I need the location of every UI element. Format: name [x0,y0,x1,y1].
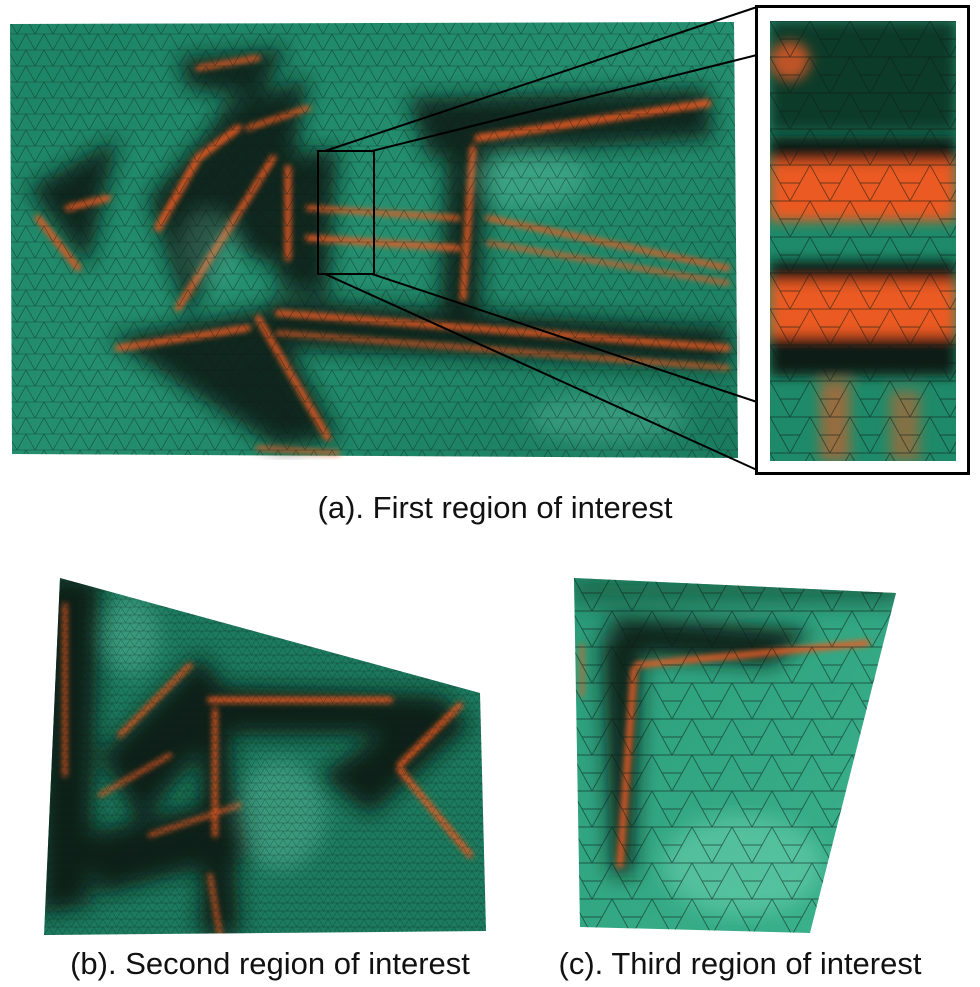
terrain-render-a [10,22,738,458]
panel-a-terrain-mesh [8,18,740,460]
panel-b-terrain-mesh [40,575,490,937]
panel-c-terrain-mesh [572,575,902,937]
zoom-inset-render [770,21,956,461]
caption-c: (c). Third region of interest [558,946,922,981]
terrain-render-b [44,578,486,935]
caption-a: (a). First region of interest [317,490,673,525]
caption-b: (b). Second region of interest [70,946,470,981]
zoom-inset-frame [755,5,970,475]
terrain-render-c [574,578,896,933]
